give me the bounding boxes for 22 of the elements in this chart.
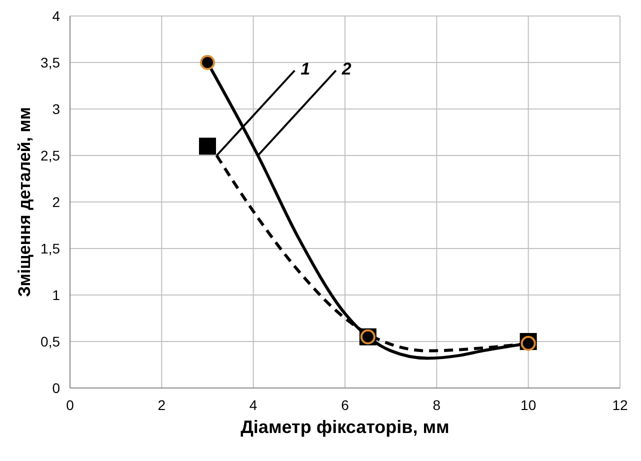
- point: [199, 138, 216, 155]
- y-tick-label: 1: [52, 287, 60, 303]
- x-tick-label: 0: [66, 397, 74, 413]
- x-axis-title: Діаметр фіксаторів, мм: [240, 417, 450, 437]
- y-tick-label: 0: [52, 380, 60, 396]
- y-tick-label: 4: [52, 8, 60, 24]
- y-tick-label: 1,5: [40, 240, 60, 256]
- x-tick-label: 6: [341, 397, 350, 413]
- y-tick-label: 2: [52, 194, 60, 210]
- x-tick-label: 2: [158, 397, 166, 413]
- point: [200, 55, 215, 70]
- y-tick-label: 0,5: [40, 334, 60, 350]
- x-tick-label: 12: [612, 397, 628, 413]
- y-axis-title: Зміщення деталей, мм: [15, 107, 34, 297]
- y-tick-label: 2,5: [40, 148, 60, 164]
- annotation: 2: [340, 60, 352, 78]
- y-tick-label: 3,5: [40, 54, 60, 70]
- x-tick-label: 4: [249, 397, 258, 413]
- y-tick-label: 3: [52, 101, 60, 117]
- annotation: 1: [300, 60, 310, 78]
- x-tick-label: 8: [432, 397, 441, 413]
- x-tick-label: 10: [520, 397, 536, 413]
